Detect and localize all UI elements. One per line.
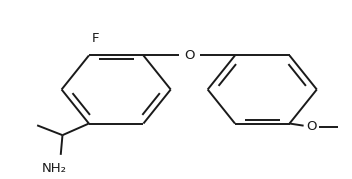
Text: O: O [306,120,316,133]
Text: F: F [92,32,100,45]
Text: NH₂: NH₂ [42,162,67,175]
Text: O: O [184,49,194,62]
